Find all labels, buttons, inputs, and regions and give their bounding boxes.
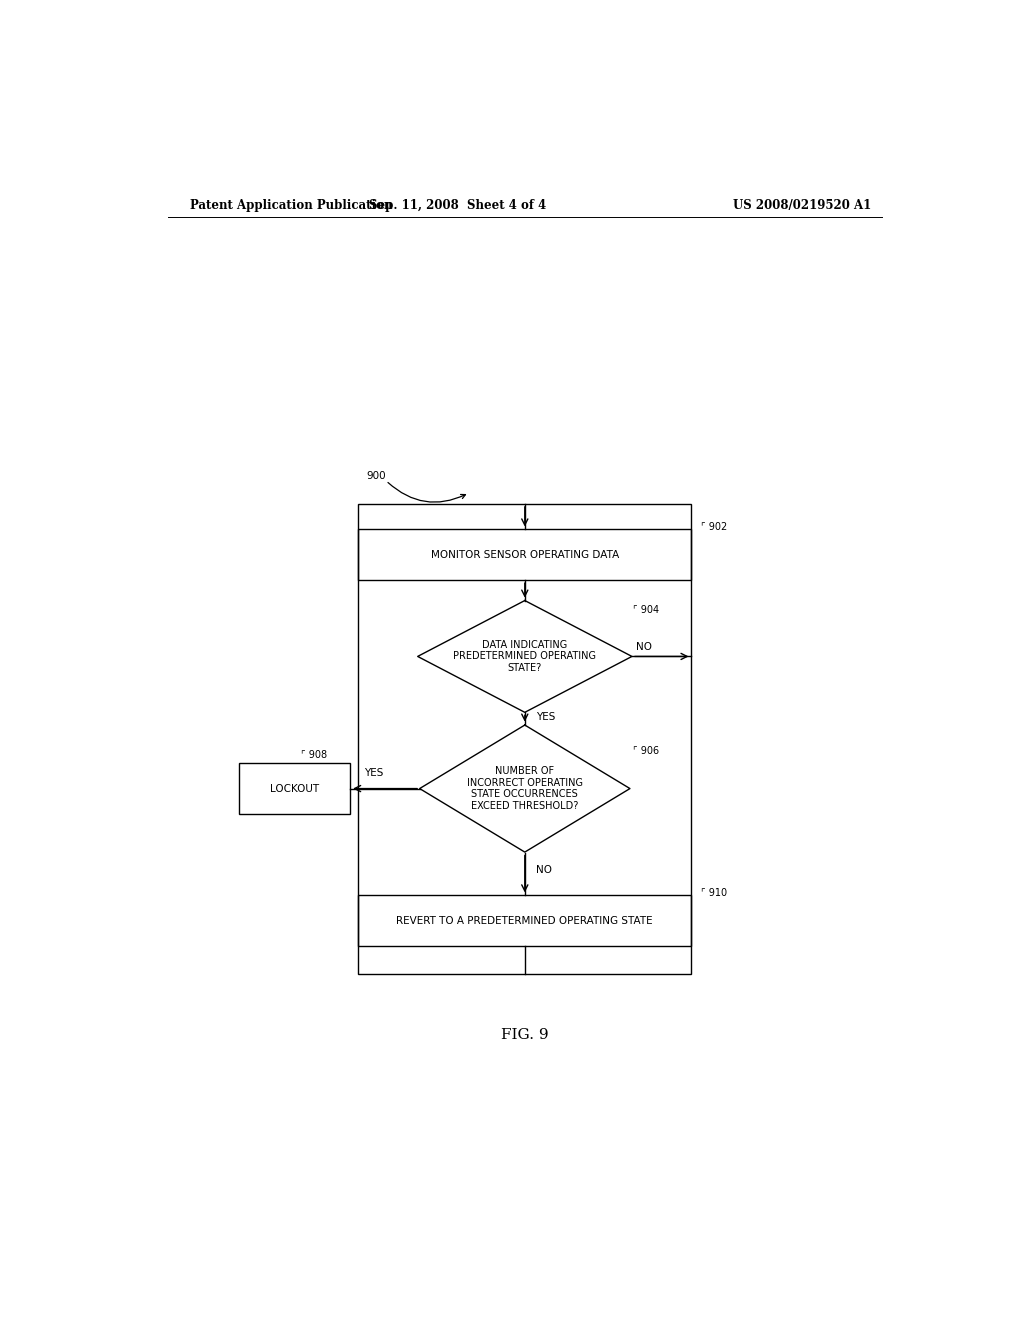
Text: Patent Application Publication: Patent Application Publication <box>189 198 392 211</box>
Text: FIG. 9: FIG. 9 <box>501 1027 549 1041</box>
Text: NO: NO <box>636 643 652 652</box>
Text: ⌜ 902: ⌜ 902 <box>701 523 727 532</box>
Text: US 2008/0219520 A1: US 2008/0219520 A1 <box>733 198 871 211</box>
Text: ⌜ 904: ⌜ 904 <box>633 605 658 615</box>
Bar <box>358 529 691 581</box>
Text: REVERT TO A PREDETERMINED OPERATING STATE: REVERT TO A PREDETERMINED OPERATING STAT… <box>396 916 653 925</box>
Text: YES: YES <box>536 713 555 722</box>
Bar <box>239 763 350 814</box>
Text: ⌜ 906: ⌜ 906 <box>633 746 658 756</box>
Text: 900: 900 <box>367 470 386 480</box>
Text: Sep. 11, 2008  Sheet 4 of 4: Sep. 11, 2008 Sheet 4 of 4 <box>369 198 546 211</box>
Text: NO: NO <box>536 865 552 875</box>
Text: MONITOR SENSOR OPERATING DATA: MONITOR SENSOR OPERATING DATA <box>431 550 618 560</box>
Text: ⌜ 908: ⌜ 908 <box>301 750 327 760</box>
Bar <box>358 504 691 974</box>
Text: LOCKOUT: LOCKOUT <box>270 784 319 793</box>
Text: YES: YES <box>365 768 384 779</box>
Text: ⌜ 910: ⌜ 910 <box>701 888 727 898</box>
Bar <box>358 895 691 946</box>
Text: DATA INDICATING
PREDETERMINED OPERATING
STATE?: DATA INDICATING PREDETERMINED OPERATING … <box>454 640 596 673</box>
Text: NUMBER OF
INCORRECT OPERATING
STATE OCCURRENCES
EXCEED THRESHOLD?: NUMBER OF INCORRECT OPERATING STATE OCCU… <box>467 766 583 810</box>
